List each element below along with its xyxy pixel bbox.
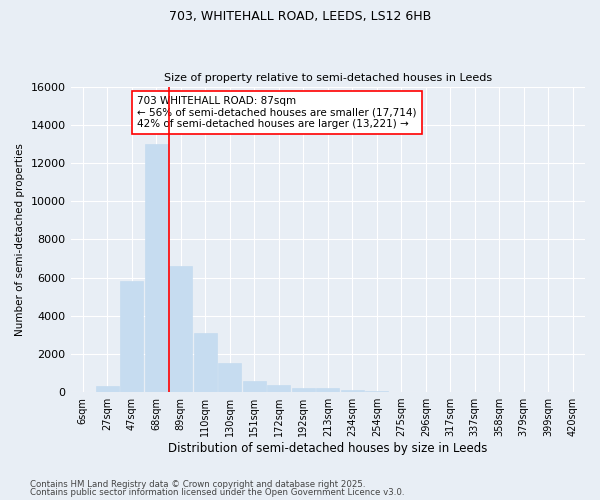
Text: 703, WHITEHALL ROAD, LEEDS, LS12 6HB: 703, WHITEHALL ROAD, LEEDS, LS12 6HB (169, 10, 431, 23)
Y-axis label: Number of semi-detached properties: Number of semi-detached properties (15, 143, 25, 336)
Bar (194, 333, 217, 392)
Bar (145, 144, 168, 392)
Bar (218, 364, 241, 392)
Bar (242, 380, 266, 392)
Bar (95, 386, 119, 392)
Bar (169, 266, 193, 392)
Text: Contains HM Land Registry data © Crown copyright and database right 2025.: Contains HM Land Registry data © Crown c… (30, 480, 365, 489)
Text: Contains public sector information licensed under the Open Government Licence v3: Contains public sector information licen… (30, 488, 404, 497)
X-axis label: Distribution of semi-detached houses by size in Leeds: Distribution of semi-detached houses by … (168, 442, 487, 455)
Bar (316, 388, 340, 392)
Bar (267, 386, 290, 392)
Title: Size of property relative to semi-detached houses in Leeds: Size of property relative to semi-detach… (164, 73, 492, 83)
Bar (341, 390, 364, 392)
Bar (365, 391, 388, 392)
Bar (120, 282, 143, 392)
Text: 703 WHITEHALL ROAD: 87sqm
← 56% of semi-detached houses are smaller (17,714)
42%: 703 WHITEHALL ROAD: 87sqm ← 56% of semi-… (137, 96, 417, 129)
Bar (292, 388, 315, 392)
